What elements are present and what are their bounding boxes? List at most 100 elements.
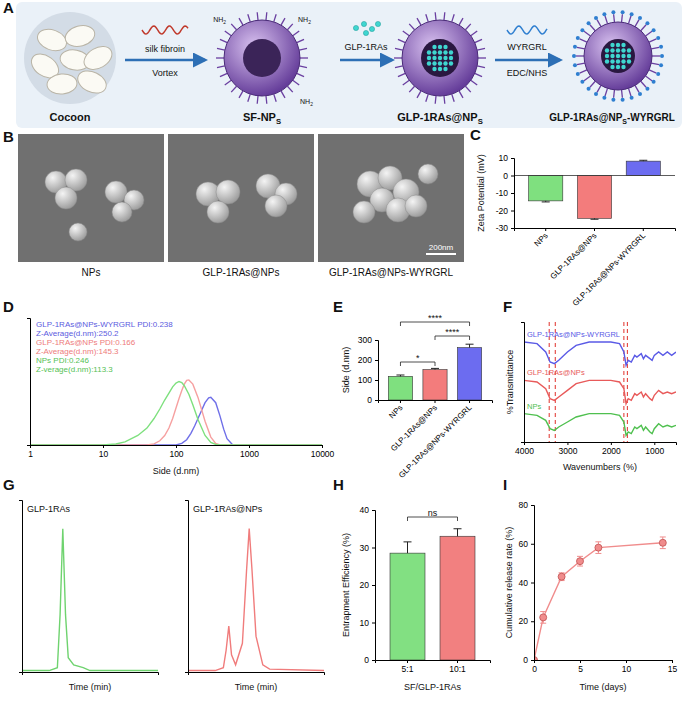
point: [595, 544, 602, 551]
tick-mark: [531, 505, 534, 506]
tick-label: 20: [519, 616, 529, 626]
axis-line: [27, 319, 31, 446]
tick: 10: [499, 153, 514, 163]
label: GLP-1RAs@NPs: [203, 267, 280, 278]
drug: [610, 65, 614, 69]
point: [659, 539, 666, 546]
axis: 020406080: [519, 500, 535, 665]
spike: [395, 48, 403, 50]
axis: 010203040: [360, 505, 376, 665]
spike: [629, 16, 631, 24]
bar: [390, 553, 425, 660]
drug: [432, 50, 436, 54]
tick: NPs: [533, 228, 550, 248]
axis-title: Time (days): [579, 682, 626, 692]
particle-image: [112, 202, 132, 222]
drug: [375, 21, 380, 26]
label: GLP-1RAs@NPS: [397, 111, 483, 126]
text-part: -WYRGRL: [627, 112, 675, 123]
line: [30, 380, 322, 445]
annotation: Z-Average(d.nm):145.3: [36, 347, 119, 356]
cocoon: [63, 22, 97, 49]
tick-mark: [407, 660, 408, 663]
tick-label: 4000: [515, 446, 534, 456]
spike: [577, 47, 585, 49]
micrograph: [168, 134, 314, 262]
plot-area: [388, 344, 481, 400]
label: silk fibroin: [145, 44, 185, 54]
tick-mark: [457, 660, 458, 663]
axis-line: [375, 341, 379, 401]
label: WYRGRL: [507, 42, 547, 52]
tick-mark: [643, 228, 644, 231]
axis-line: [23, 673, 159, 676]
ligand: [580, 28, 584, 32]
spike: [649, 39, 656, 42]
error-bar: [660, 537, 666, 549]
point: [540, 614, 547, 621]
drug: [449, 56, 453, 60]
core: [243, 39, 281, 77]
panel-letter: C: [470, 126, 481, 143]
axis: 0100200300: [358, 335, 379, 405]
tick: 40: [360, 505, 375, 515]
tick-label: 0: [364, 655, 369, 665]
label: Vortex: [152, 68, 178, 78]
label: GLP-1RAs@NPS-WYRGRL: [549, 112, 675, 125]
panel: GLP-1RAs@NPs-WYRGRLGLP-1RAs@NPsNPs400030…: [505, 322, 677, 472]
drug: [621, 54, 625, 58]
error-bar: [577, 556, 583, 566]
tick-label: 10:1: [449, 664, 466, 674]
tick: 200: [358, 355, 378, 365]
spike: [293, 31, 299, 36]
tick-mark: [511, 158, 514, 159]
line: [188, 529, 324, 671]
panel: 110100100010000Side (d.nm)GLP-1RAs@NPs-W…: [27, 319, 335, 477]
spike: [216, 57, 224, 58]
axis-title: Zeta Potential (mV): [476, 154, 486, 232]
spike: [248, 94, 250, 102]
drug: [361, 21, 366, 26]
spike: [635, 85, 639, 92]
figure: Cocoonsilk fibroinVortexNH2NH2NH2SF-NPSG…: [0, 0, 685, 720]
drug: [432, 45, 436, 49]
spike: [231, 86, 236, 92]
amine-label: NH2: [300, 98, 313, 107]
image-ground: [18, 134, 164, 262]
spike: [225, 31, 231, 36]
ligand: [602, 12, 606, 16]
core: [601, 39, 635, 73]
helix: [142, 26, 188, 34]
spike: [576, 55, 584, 56]
tick-mark: [567, 442, 568, 445]
axis-line: [511, 159, 515, 229]
tick-mark: [372, 548, 375, 549]
spike: [471, 80, 477, 85]
spike: [621, 14, 623, 22]
particle-image: [69, 223, 87, 241]
tick-label: 2000: [602, 446, 621, 456]
drug: [443, 56, 447, 60]
tick: 10: [360, 618, 375, 628]
label: GLP-1RAs@NPs-WYRGRL: [329, 267, 453, 278]
shell: [402, 20, 478, 96]
spike: [597, 85, 601, 92]
spike: [248, 14, 250, 22]
tick: GLP-1RAs@NPs-WYRGRL: [571, 228, 648, 308]
ligand: [594, 16, 598, 20]
tick: 100: [358, 375, 378, 385]
error-bar: [540, 612, 546, 624]
drug: [621, 59, 625, 63]
tick-label: 80: [519, 500, 529, 510]
tick-label: GLP-1RAs@NPs-WYRGRL: [397, 403, 474, 480]
tick-label: 100: [358, 375, 372, 385]
axis-line: [379, 401, 493, 404]
subscript: 2: [310, 102, 313, 107]
axis-line: [531, 506, 535, 661]
drug: [443, 50, 447, 54]
tick-mark: [531, 660, 534, 661]
drug: [363, 30, 368, 35]
nanoparticle: [572, 10, 664, 102]
spike: [613, 14, 615, 22]
ligand: [660, 54, 664, 58]
